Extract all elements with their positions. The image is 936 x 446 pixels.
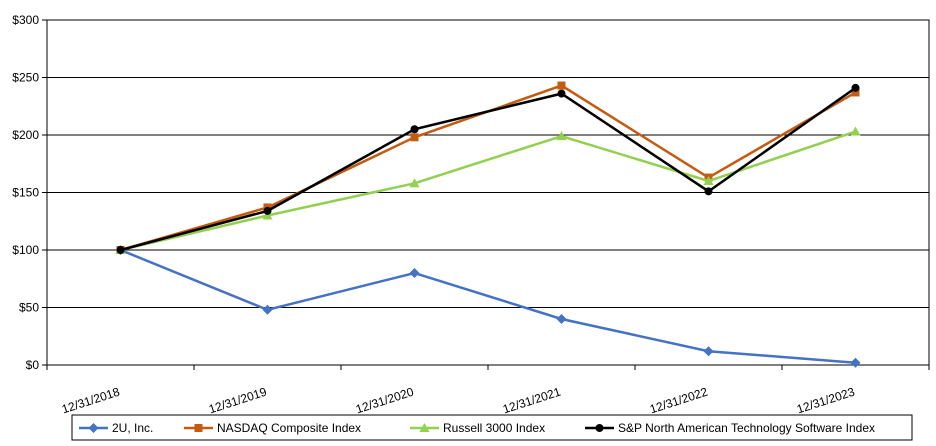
- data-point: [409, 268, 420, 278]
- x-tick-label: 12/31/2019: [207, 384, 269, 416]
- series-group: [115, 81, 861, 368]
- legend-label: 2U, Inc.: [112, 421, 153, 435]
- y-tick-label: $150: [12, 186, 39, 200]
- legend-label: NASDAQ Composite Index: [217, 421, 361, 435]
- legend-marker: [419, 423, 430, 432]
- data-point: [556, 131, 567, 141]
- data-point: [703, 176, 714, 185]
- data-point: [410, 133, 419, 142]
- data-point: [116, 246, 125, 254]
- data-point: [703, 346, 714, 357]
- data-point: [851, 83, 860, 92]
- data-point: [262, 304, 273, 315]
- series-line: [120, 248, 856, 364]
- series-line: [120, 130, 856, 252]
- data-point: [557, 81, 566, 90]
- series-3: [115, 126, 861, 254]
- data-point: [557, 89, 566, 98]
- data-point: [263, 206, 272, 215]
- legend-label: Russell 3000 Index: [443, 421, 545, 435]
- legend-item: NASDAQ Composite Index: [184, 421, 361, 435]
- y-tick-label: $300: [12, 13, 39, 27]
- series-line: [120, 86, 857, 252]
- x-tick-label: 12/31/2018: [60, 384, 122, 416]
- x-tick-label: 12/31/2022: [648, 384, 710, 416]
- y-tick-label: $100: [12, 243, 39, 257]
- x-tick-label: 12/31/2020: [354, 384, 416, 416]
- legend-item: 2U, Inc.: [79, 421, 153, 435]
- y-tick-label: $0: [26, 358, 40, 372]
- x-tick-label: 12/31/2023: [795, 384, 857, 416]
- legend-marker: [88, 423, 99, 433]
- legend-marker: [595, 424, 604, 432]
- legend: 2U, Inc. NASDAQ Composite Index Russell 30…: [71, 414, 913, 441]
- data-point: [410, 125, 419, 134]
- data-point: [556, 314, 567, 324]
- data-point: [850, 357, 861, 368]
- legend-label: S&P North American Technology Software I…: [618, 421, 875, 435]
- y-tick-label: $250: [12, 71, 39, 85]
- y-tick-label: $50: [19, 301, 39, 315]
- data-point: [851, 88, 860, 97]
- data-point: [704, 187, 713, 196]
- legend-marker: [194, 424, 203, 432]
- data-point: [262, 210, 273, 220]
- series-4: [116, 83, 860, 254]
- x-axis: 12/31/2018 12/31/2019 12/31/2020 12/31/2021…: [46, 365, 930, 416]
- y-tick-label: $200: [12, 128, 39, 142]
- y-axis: $0 $50 $100 $150 $200 $250 $300: [12, 13, 47, 372]
- legend-item: S&P North American Technology Software I…: [585, 421, 875, 435]
- data-point: [409, 178, 420, 188]
- series-1: [115, 245, 861, 368]
- x-tick-label: 12/31/2021: [501, 384, 563, 416]
- legend-item: Russell 3000 Index: [410, 421, 545, 435]
- data-point: [850, 126, 861, 136]
